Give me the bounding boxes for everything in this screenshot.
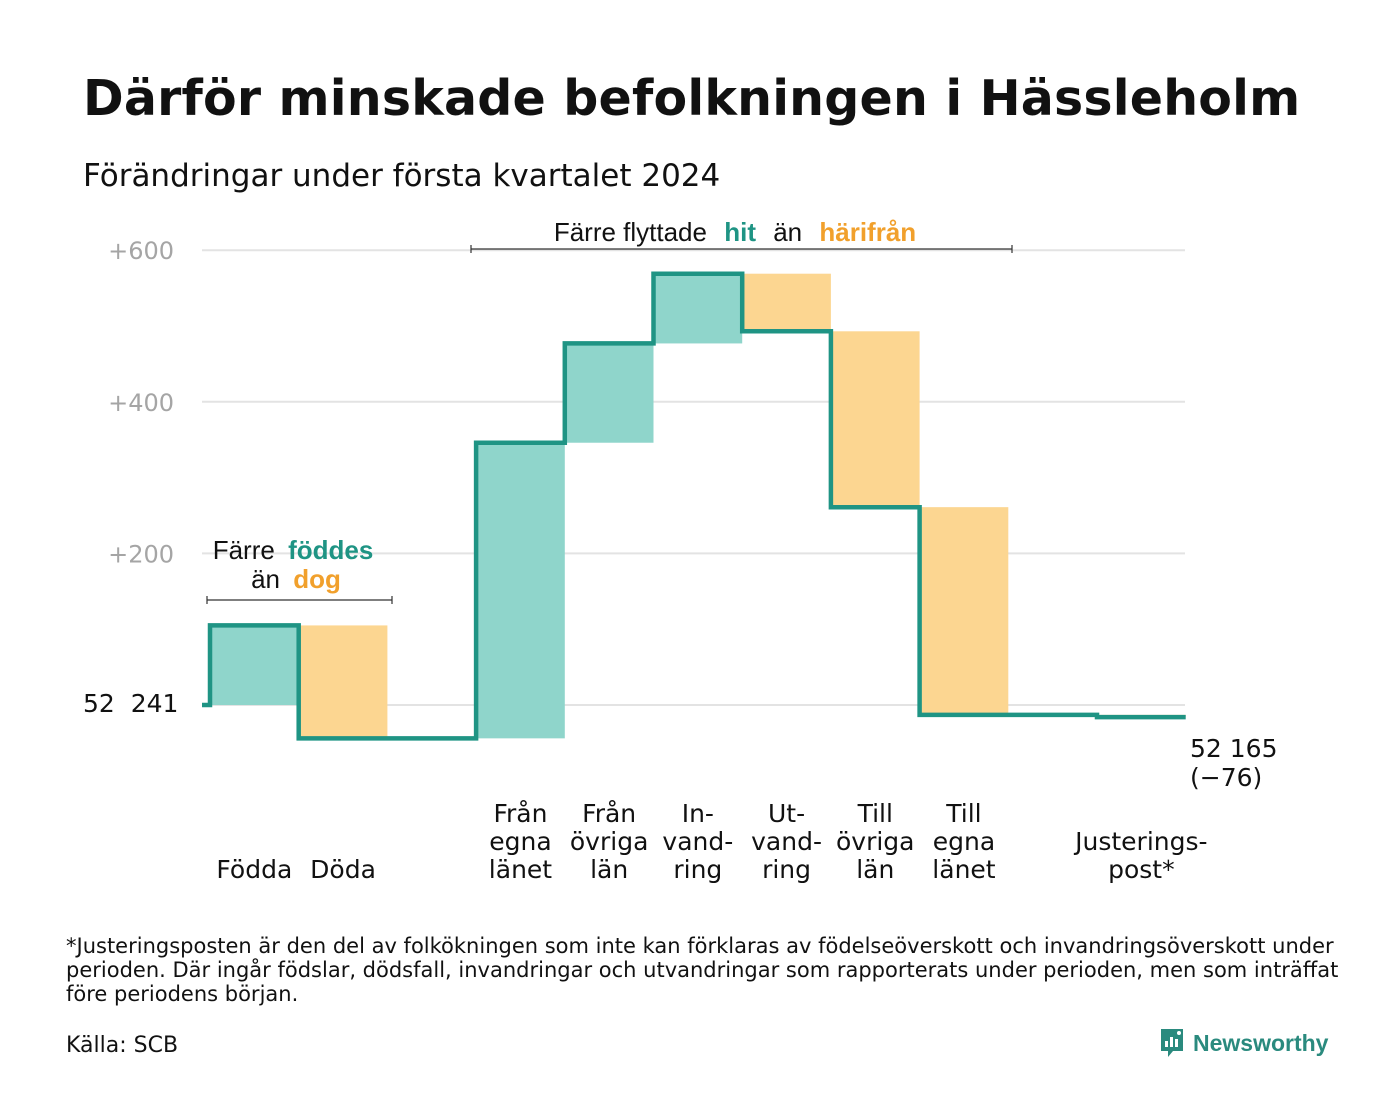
category-label: län — [590, 855, 628, 884]
increase-bar — [564, 343, 654, 443]
migration-annotation: Färre flyttade hit än härifrån — [554, 217, 916, 247]
category-label: egna — [489, 827, 551, 856]
category-label: övriga — [570, 827, 649, 856]
category-label: länet — [489, 855, 552, 884]
bars — [210, 273, 1186, 739]
category-label: Döda — [310, 855, 376, 884]
waterfall-chart: +600+400+200 Födda DödaFrånegnalänetFrånö… — [83, 217, 1277, 884]
category-label: In- — [682, 799, 714, 828]
brand-name: Newsworthy — [1193, 1029, 1329, 1056]
decrease-bar — [742, 273, 831, 332]
y-tick-label: +400 — [108, 389, 174, 417]
value-labels: 52 241 52 165 (−76) — [83, 689, 1277, 792]
decrease-bar — [298, 625, 388, 739]
start-value-label: 52 241 — [83, 689, 178, 718]
migration-annotation-prefix: Färre flyttade — [554, 217, 707, 247]
y-tick-label: +200 — [108, 540, 174, 568]
migration-annotation-hit: hit — [724, 217, 756, 247]
running-total-line — [202, 271, 1186, 741]
migration-annotation-harifran: härifrån — [819, 217, 916, 247]
category-label: egna — [933, 827, 995, 856]
category-label: Ut- — [768, 799, 805, 828]
category-label: Från — [582, 799, 636, 828]
category-label: övriga — [836, 827, 915, 856]
newsworthy-logo-icon — [1161, 1029, 1183, 1057]
births-annotation-highlight2: dog — [293, 564, 341, 594]
category-label: ring — [762, 855, 811, 884]
births-annotation-line1: Färre föddes — [213, 535, 374, 565]
category-label: Justerings- — [1073, 827, 1207, 856]
migration-annotation-middle: än — [773, 217, 802, 247]
category-label: länet — [932, 855, 995, 884]
category-label: Födda — [216, 855, 292, 884]
category-label: län — [856, 855, 894, 884]
page-subtitle: Förändringar under första kvartalet 2024 — [83, 158, 721, 194]
increase-bar — [476, 442, 565, 739]
brand-logo: Newsworthy — [1159, 1027, 1328, 1059]
category-label: vand- — [662, 827, 733, 856]
category-label: vand- — [751, 827, 822, 856]
footnote: *Justeringsposten är den del av folkökni… — [66, 934, 1339, 1006]
category-label: Till — [945, 799, 981, 828]
page-title: Därför minskade befolkningen i Hässlehol… — [83, 70, 1301, 127]
decrease-bar — [919, 507, 1009, 715]
end-change-label: (−76) — [1190, 763, 1262, 792]
category-labels: Födda DödaFrånegnalänetFrånövrigalänIn-va… — [216, 799, 1207, 884]
births-annotation-line2: än dog — [251, 564, 341, 594]
end-value-label: 52 165 — [1190, 734, 1277, 763]
category-label: ring — [673, 855, 722, 884]
births-annotation-highlight: föddes — [288, 535, 373, 565]
increase-bar — [210, 625, 299, 705]
births-annotation-prefix2: än — [251, 564, 280, 594]
births-annotation-prefix: Färre — [213, 535, 275, 565]
annotations: Färre föddes än dog Färre flyttade hit ä… — [206, 217, 1013, 604]
y-tick-label: +600 — [108, 237, 174, 265]
category-label: Från — [493, 799, 547, 828]
decrease-bar — [830, 331, 920, 508]
increase-bar — [653, 273, 743, 344]
category-label: post* — [1108, 855, 1175, 884]
running-total-path — [202, 271, 1186, 741]
category-label: Till — [857, 799, 893, 828]
source-label: Källa: SCB — [66, 1033, 179, 1058]
